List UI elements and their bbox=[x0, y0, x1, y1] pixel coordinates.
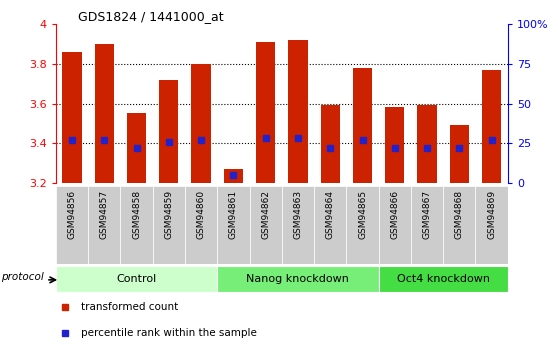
Text: GSM94866: GSM94866 bbox=[390, 190, 400, 239]
Text: transformed count: transformed count bbox=[81, 302, 178, 312]
Text: GSM94863: GSM94863 bbox=[294, 190, 302, 239]
Text: GSM94862: GSM94862 bbox=[261, 190, 270, 239]
Text: GSM94860: GSM94860 bbox=[196, 190, 205, 239]
Bar bbox=[94, 44, 114, 183]
Bar bbox=[191, 64, 211, 183]
Bar bbox=[127, 114, 146, 183]
Bar bbox=[314, 186, 347, 264]
Bar bbox=[417, 106, 437, 183]
Bar bbox=[347, 186, 379, 264]
Text: GSM94858: GSM94858 bbox=[132, 190, 141, 239]
Bar bbox=[249, 186, 282, 264]
Bar bbox=[353, 68, 372, 183]
Text: GSM94865: GSM94865 bbox=[358, 190, 367, 239]
Bar bbox=[62, 52, 81, 183]
Bar bbox=[379, 186, 411, 264]
Bar bbox=[56, 186, 88, 264]
Text: GSM94867: GSM94867 bbox=[422, 190, 431, 239]
Text: Control: Control bbox=[117, 274, 157, 284]
Bar bbox=[224, 169, 243, 183]
Bar bbox=[450, 125, 469, 183]
Text: GDS1824 / 1441000_at: GDS1824 / 1441000_at bbox=[78, 10, 224, 23]
Bar bbox=[385, 108, 405, 183]
Bar bbox=[159, 80, 179, 183]
Bar bbox=[443, 186, 475, 264]
Bar bbox=[288, 40, 307, 183]
Bar bbox=[411, 186, 443, 264]
Bar bbox=[217, 266, 379, 292]
Text: GSM94859: GSM94859 bbox=[164, 190, 174, 239]
Bar bbox=[56, 266, 217, 292]
Text: protocol: protocol bbox=[1, 272, 44, 282]
Text: GSM94856: GSM94856 bbox=[68, 190, 76, 239]
Text: percentile rank within the sample: percentile rank within the sample bbox=[81, 328, 257, 338]
Bar bbox=[121, 186, 153, 264]
Text: GSM94869: GSM94869 bbox=[487, 190, 496, 239]
Bar bbox=[475, 186, 508, 264]
Text: GSM94864: GSM94864 bbox=[326, 190, 335, 239]
Bar bbox=[379, 266, 508, 292]
Bar bbox=[153, 186, 185, 264]
Text: GSM94857: GSM94857 bbox=[100, 190, 109, 239]
Text: GSM94861: GSM94861 bbox=[229, 190, 238, 239]
Bar bbox=[217, 186, 249, 264]
Bar bbox=[482, 70, 501, 183]
Bar bbox=[185, 186, 217, 264]
Bar bbox=[282, 186, 314, 264]
Bar bbox=[256, 42, 275, 183]
Bar bbox=[320, 106, 340, 183]
Text: Oct4 knockdown: Oct4 knockdown bbox=[397, 274, 490, 284]
Text: Nanog knockdown: Nanog knockdown bbox=[247, 274, 349, 284]
Bar bbox=[88, 186, 121, 264]
Text: GSM94868: GSM94868 bbox=[455, 190, 464, 239]
